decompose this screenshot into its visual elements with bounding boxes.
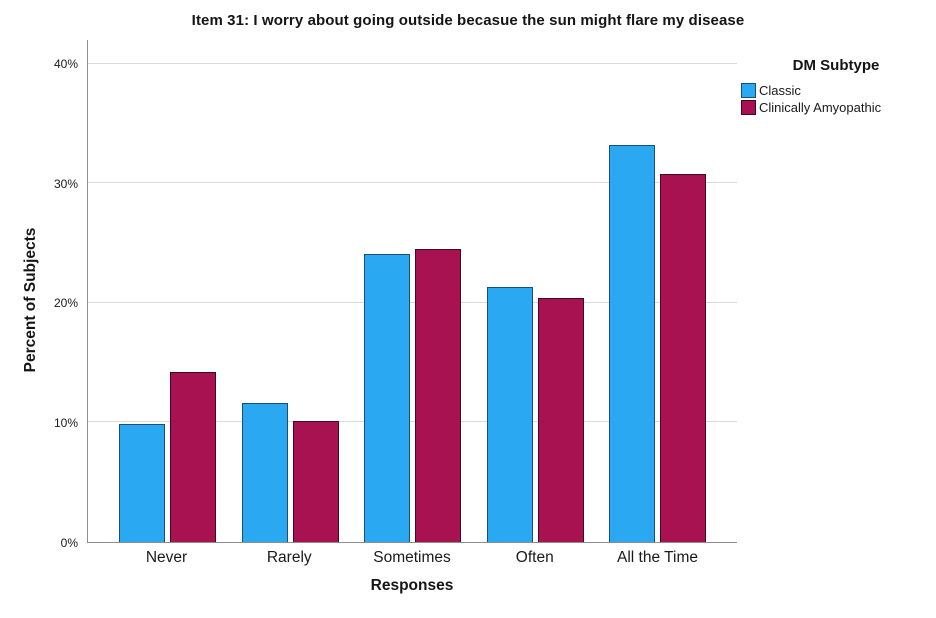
gridline-40 xyxy=(88,62,737,64)
legend-entry-classic: Classic xyxy=(741,83,936,98)
legend: DM Subtype Classic Clinically Amyopathic xyxy=(741,57,936,115)
y-axis-tick-labels: 0% 10% 20% 30% 40% xyxy=(0,40,82,550)
bar-group-rarely xyxy=(241,40,339,542)
chart-title: Item 31: I worry about going outside bec… xyxy=(191,12,745,29)
y-tick-label-0-: 0% xyxy=(60,536,78,550)
bar-group-never xyxy=(119,40,216,542)
y-tick-label-20-: 20% xyxy=(53,296,78,311)
bars-layer xyxy=(88,40,737,542)
legend-swatch-classic-icon xyxy=(741,83,756,98)
y-tick-label-10-: 10% xyxy=(53,416,78,431)
x-tick-label-sometimes: Sometimes xyxy=(373,549,451,566)
x-tick-label-never: Never xyxy=(145,549,188,566)
gridline-20 xyxy=(88,301,737,303)
gridline-10 xyxy=(88,421,737,423)
bar-classic-all-the-time xyxy=(609,145,655,542)
y-tick-label-30-: 30% xyxy=(53,176,78,191)
plot-area xyxy=(87,40,737,543)
x-axis-tick-labels: Never Rarely Sometimes Often All the Time xyxy=(87,549,737,567)
bar-clinically-amyopathic-rarely xyxy=(292,421,339,542)
legend-swatch-clinically-amyopathic-icon xyxy=(741,100,756,115)
bar-clinically-amyopathic-never xyxy=(170,372,216,542)
bar-classic-never xyxy=(119,423,165,542)
x-tick-label-often: Often xyxy=(515,549,554,566)
gridline-30 xyxy=(88,182,737,184)
bar-classic-often xyxy=(486,287,533,542)
bar-clinically-amyopathic-all-the-time xyxy=(660,173,706,542)
bar-classic-rarely xyxy=(241,403,288,542)
bar-group-sometimes xyxy=(364,40,461,542)
y-tick-label-40-: 40% xyxy=(53,56,78,71)
bar-classic-sometimes xyxy=(364,253,410,542)
x-tick-label-all-the-time: All the Time xyxy=(617,549,698,566)
legend-entry-clinically-amyopathic: Clinically Amyopathic xyxy=(741,100,936,115)
bar-group-all-the-time xyxy=(609,40,706,542)
bar-clinically-amyopathic-sometimes xyxy=(415,249,461,542)
legend-label-classic: Classic xyxy=(759,83,801,98)
bar-group-often xyxy=(486,40,584,542)
x-tick-label-rarely: Rarely xyxy=(266,549,312,566)
legend-title: DM Subtype xyxy=(792,57,880,74)
bar-clinically-amyopathic-often xyxy=(537,298,584,542)
legend-entries: Classic Clinically Amyopathic xyxy=(741,83,936,115)
legend-label-clinically-amyopathic: Clinically Amyopathic xyxy=(759,100,882,115)
x-axis-title: Responses xyxy=(370,577,454,594)
